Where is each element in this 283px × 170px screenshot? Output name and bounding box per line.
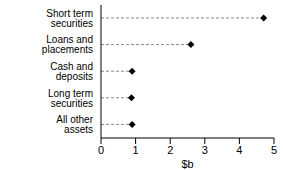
svg-text:Cash anddeposits: Cash anddeposits [50, 61, 93, 82]
svg-text:1: 1 [133, 144, 139, 156]
svg-text:2: 2 [167, 144, 173, 156]
svg-text:4: 4 [236, 144, 242, 156]
svg-text:All otherassets: All otherassets [56, 114, 93, 135]
svg-text:$b: $b [181, 158, 193, 170]
svg-text:Long termsecurities: Long termsecurities [48, 88, 93, 109]
svg-text:0: 0 [98, 144, 104, 156]
svg-text:5: 5 [271, 144, 275, 156]
svg-text:Short termsecurities: Short termsecurities [46, 8, 93, 29]
svg-text:Loans andplacements: Loans andplacements [42, 34, 93, 55]
svg-text:3: 3 [202, 144, 208, 156]
